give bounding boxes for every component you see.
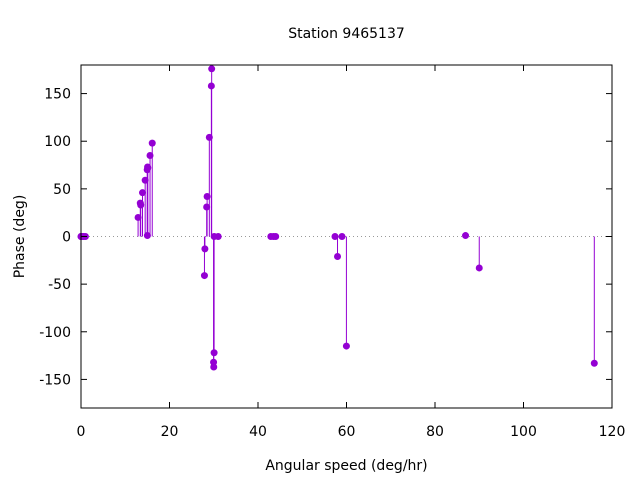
data-point-35 (342, 342, 350, 350)
data-point-8 (137, 201, 145, 209)
data-point-34 (338, 233, 346, 240)
y-tick-label-50: 50 (53, 182, 71, 198)
data-point-12 (143, 232, 151, 240)
y-tick-label--100: -100 (39, 325, 71, 341)
y-tick-label--50: -50 (48, 277, 71, 293)
data-point-10 (141, 176, 149, 184)
axis-ticks: 0 20 40 60 80 100 120 -150 -100 -50 0 50 100 150 (39, 65, 625, 440)
data-marks (77, 65, 598, 371)
y-tick-label-150: 150 (44, 87, 71, 103)
data-point-33 (334, 253, 342, 261)
x-axis-label: Angular speed (deg/hr) (265, 458, 427, 474)
data-point-21 (205, 133, 213, 141)
data-point-32 (331, 233, 339, 240)
data-point-28 (214, 233, 222, 240)
data-point-9 (139, 189, 147, 197)
x-tick-label-100: 100 (510, 424, 537, 440)
chart-title: Station 9465137 (288, 26, 405, 42)
data-point-19 (203, 203, 211, 211)
x-tick-label-20: 20 (161, 424, 179, 440)
y-tick-label--150: -150 (39, 372, 71, 388)
data-point-17 (200, 272, 208, 280)
x-tick-label-80: 80 (426, 424, 444, 440)
data-point-22 (207, 82, 215, 90)
x-tick-label-0: 0 (77, 424, 86, 440)
data-point-15 (146, 152, 154, 160)
data-point-20 (203, 192, 211, 200)
data-point-14 (144, 164, 152, 172)
data-point-16 (148, 139, 156, 147)
data-point-26 (210, 349, 218, 357)
data-point-25 (210, 363, 218, 371)
data-point-18 (201, 245, 209, 253)
x-tick-label-60: 60 (338, 424, 356, 440)
x-tick-label-120: 120 (599, 424, 626, 440)
x-tick-label-40: 40 (249, 424, 267, 440)
data-point-31 (272, 233, 280, 240)
data-point-6 (134, 213, 142, 221)
y-axis-label: Phase (deg) (12, 195, 28, 279)
data-point-36 (462, 232, 470, 240)
data-point-23 (208, 65, 216, 73)
data-point-38 (590, 359, 598, 367)
y-tick-label-0: 0 (62, 230, 71, 246)
y-tick-label-100: 100 (44, 134, 71, 150)
data-point-37 (475, 264, 483, 272)
